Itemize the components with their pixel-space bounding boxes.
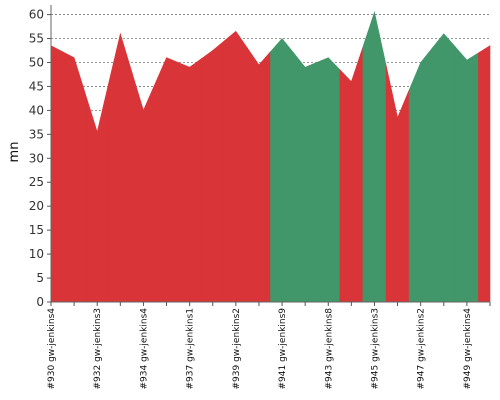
x-tick-label: #943 gw-jenkins8 xyxy=(324,308,334,390)
y-tick-label: 20 xyxy=(29,199,44,213)
area-segment-success xyxy=(408,47,433,303)
area-segment-success xyxy=(362,11,387,303)
area-segment-failure xyxy=(200,40,225,303)
area-segment-success xyxy=(293,52,318,303)
x-tick-label: #930 gw-jenkins4 xyxy=(47,308,57,390)
y-tick-label: 60 xyxy=(29,8,44,22)
x-tick-label: #947 gw-jenkins2 xyxy=(417,308,427,389)
y-tick-label: 45 xyxy=(29,79,44,93)
area-segment-failure xyxy=(154,57,179,303)
x-tick-label: #941 gw-jenkins9 xyxy=(278,308,288,390)
x-tick-label: #945 gw-jenkins3 xyxy=(370,308,380,389)
area-segment-success xyxy=(431,33,456,303)
area-segment-failure xyxy=(108,32,133,303)
y-tick-label: 15 xyxy=(29,223,44,237)
y-tick-label: 55 xyxy=(29,32,44,46)
area-segment-success xyxy=(316,57,341,303)
y-tick-label: 50 xyxy=(29,55,44,69)
area-segment-success xyxy=(270,38,294,303)
area-segment-failure xyxy=(339,46,364,303)
x-tick-label: #934 gw-jenkins4 xyxy=(139,308,149,390)
x-tick-label: #939 gw-jenkins2 xyxy=(232,308,242,389)
area-segment-failure xyxy=(50,45,63,303)
y-axis-label: mn xyxy=(7,142,22,163)
y-tick-label: 25 xyxy=(29,175,44,189)
area-segment-failure xyxy=(85,82,110,303)
y-tick-label: 40 xyxy=(29,103,44,117)
x-tick-label: #932 gw-jenkins3 xyxy=(93,308,103,389)
y-tick-label: 30 xyxy=(29,151,44,165)
area-segment-failure xyxy=(62,51,86,303)
x-tick-label: #937 gw-jenkins1 xyxy=(186,308,196,389)
area-segment-failure xyxy=(223,30,248,303)
x-tick-label: #949 gw-jenkins4 xyxy=(463,308,473,390)
area-segment-failure xyxy=(478,45,491,303)
y-axis: 0 5 10 15 20 25 30 35 40 45 50 55 60 xyxy=(29,5,52,309)
area-series xyxy=(50,11,491,303)
area-segment-failure xyxy=(177,58,202,303)
y-tick-label: 35 xyxy=(29,127,44,141)
area-segment-success xyxy=(455,46,479,303)
area-segment-failure xyxy=(385,64,410,303)
area-segment-failure xyxy=(247,47,271,303)
y-tick-label: 5 xyxy=(36,271,44,285)
area-segment-failure xyxy=(131,71,156,303)
y-tick-label: 10 xyxy=(29,247,44,261)
x-axis: #930 gw-jenkins4 #932 gw-jenkins3 #934 gw-… xyxy=(47,301,491,390)
y-tick-label: 0 xyxy=(36,295,44,309)
